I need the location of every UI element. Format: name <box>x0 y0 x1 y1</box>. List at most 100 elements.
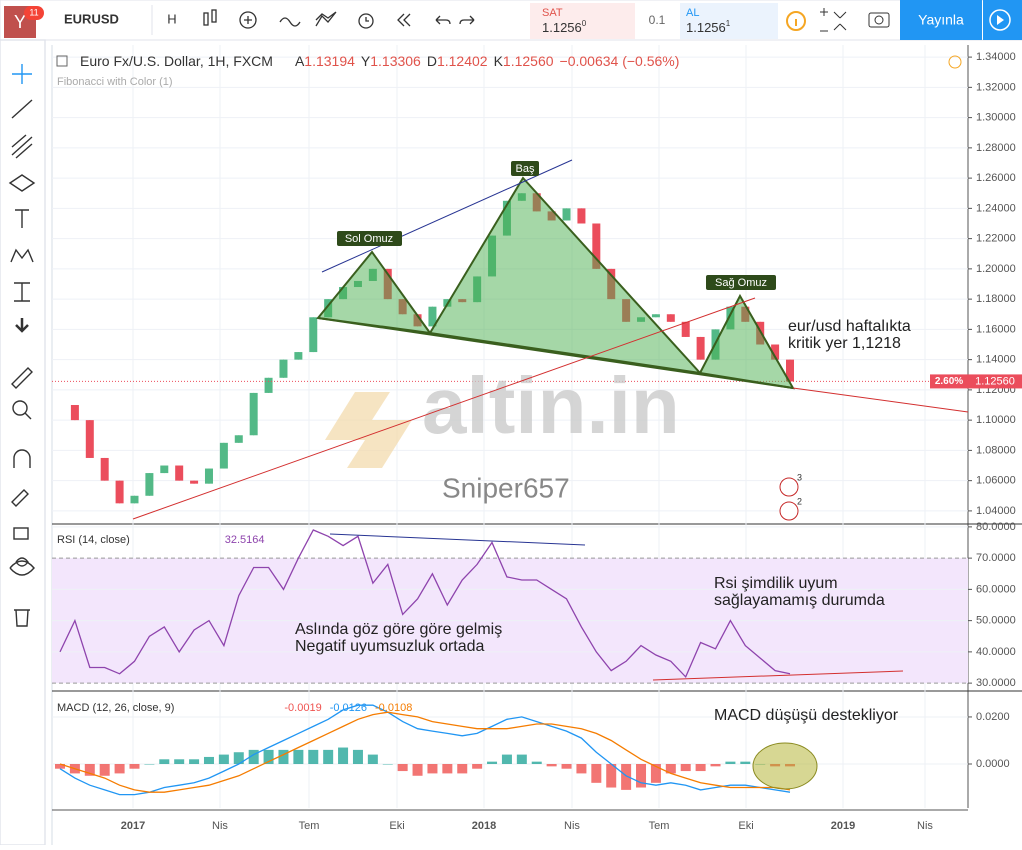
sell-box[interactable] <box>530 3 635 39</box>
histogram-bar <box>397 764 408 772</box>
text-tool[interactable] <box>15 209 29 228</box>
histogram-bar <box>665 764 676 774</box>
candle <box>279 359 288 378</box>
play-circle <box>989 9 1011 31</box>
publish-button[interactable] <box>900 0 982 40</box>
arrow-tool[interactable] <box>15 318 29 333</box>
sell-price-main: 1.1256 <box>542 20 582 35</box>
histogram-bar <box>740 761 751 764</box>
y-tick-label: 1.34000 <box>976 51 1016 63</box>
zoom-tool[interactable] <box>12 400 28 416</box>
ohlc-label: K <box>494 53 504 69</box>
ohlc-label: D <box>427 53 437 69</box>
candle <box>786 359 794 382</box>
macd-readout: -0.0019 <box>284 702 321 714</box>
pitchfork-tool[interactable] <box>11 134 33 159</box>
histogram-bar <box>710 764 721 767</box>
ohlc-value: 1.12560 <box>503 53 554 69</box>
annotation: Rsi şimdilik uyum <box>714 575 838 592</box>
fullscreen-icon[interactable] <box>833 11 847 31</box>
x-tick-label: Eki <box>738 820 753 832</box>
line-tool[interactable] <box>11 99 33 119</box>
candle <box>681 321 690 337</box>
candle <box>249 392 258 436</box>
info-icon[interactable] <box>786 11 806 31</box>
candle <box>428 306 437 327</box>
ruler-tool[interactable] <box>11 367 33 389</box>
interval[interactable]: H <box>167 11 176 26</box>
pattern-tool[interactable] <box>10 248 34 263</box>
histogram-bar <box>725 761 736 764</box>
fib-tool[interactable] <box>14 282 30 302</box>
histogram-bar <box>516 754 527 764</box>
histogram-bar <box>472 764 483 769</box>
histogram-bar <box>203 756 214 764</box>
camera-icon[interactable] <box>868 12 890 28</box>
info-mark <box>795 19 797 26</box>
magnet-tool[interactable] <box>13 449 31 468</box>
pattern-label: Sol Omuz <box>345 233 393 245</box>
study-label: Fibonacci with Color (1) <box>57 76 173 88</box>
histogram-bar <box>531 761 542 764</box>
spread: 0.1 <box>649 13 666 27</box>
top-toolbar: Y 11 EURUSD H SAT 1.12560 0.1 AL 1.12561… <box>0 0 1022 41</box>
candle <box>219 442 228 469</box>
y-tick-label: 50.0000 <box>976 615 1016 627</box>
candle <box>264 377 273 393</box>
histogram-bar <box>114 764 125 774</box>
price-label: 1.12560 <box>975 375 1015 387</box>
y-tick-label: 1.08000 <box>976 444 1016 456</box>
macd-readout: -0.0126 <box>330 702 367 714</box>
histogram-bar <box>278 749 289 764</box>
candle <box>175 465 184 481</box>
annotation: sağlayamamış durumda <box>714 592 885 609</box>
y-tick-label: 1.26000 <box>976 172 1016 184</box>
trash-tool[interactable] <box>14 609 30 627</box>
crosshair-tool[interactable] <box>12 64 32 84</box>
histogram-bar <box>218 754 229 764</box>
annotation: eur/usd haftalıkta <box>788 318 911 335</box>
event-count: 3 <box>797 472 802 482</box>
toolbar-icons[interactable] <box>203 9 475 29</box>
y-tick-label: 60.0000 <box>976 583 1016 595</box>
trendline <box>132 297 756 520</box>
shape-tool[interactable] <box>8 174 36 192</box>
ohlc-label: Y <box>361 53 371 69</box>
rsi-title: RSI (14, close) <box>57 534 130 546</box>
trendline <box>321 159 573 273</box>
visibility-tool[interactable] <box>9 557 35 576</box>
y-tick-label: 1.22000 <box>976 233 1016 245</box>
rsi-trendline <box>329 533 586 546</box>
badge-count: 11 <box>29 7 38 17</box>
buy-box[interactable] <box>680 3 778 39</box>
histogram-bar <box>591 764 602 783</box>
symbol[interactable]: EURUSD <box>64 11 119 26</box>
candle <box>160 465 169 474</box>
histogram-bar <box>159 759 170 764</box>
alert-icon[interactable] <box>948 55 962 69</box>
legend: Euro Fx/U.S. Dollar, 1H, FXCM A1.13194 Y1.… <box>80 53 679 69</box>
lock-tool[interactable] <box>13 527 29 540</box>
watermark-text: altin.in <box>422 361 680 450</box>
y-tick-label: 1.30000 <box>976 112 1016 124</box>
x-tick-label: Nis <box>212 820 228 832</box>
change-badge <box>930 374 968 389</box>
histogram-bar <box>695 764 706 772</box>
annotation: MACD düşüşü destekliyor <box>714 707 899 724</box>
macd-readout: -0.0108 <box>375 702 412 714</box>
histogram-bar <box>606 764 617 788</box>
publish-label: Yayınla <box>918 12 964 28</box>
zoom-buttons[interactable] <box>820 8 828 32</box>
draw-mode-tool[interactable] <box>11 489 29 507</box>
histogram-bar <box>174 759 185 764</box>
candle <box>100 457 109 481</box>
y-tick-label: 1.18000 <box>976 293 1016 305</box>
highlight <box>752 742 818 790</box>
event-flag[interactable] <box>779 477 799 497</box>
histogram-bar <box>308 749 319 764</box>
y-tick-label: 1.28000 <box>976 142 1016 154</box>
collapse-button[interactable] <box>56 55 68 67</box>
event-flag[interactable] <box>779 501 799 521</box>
